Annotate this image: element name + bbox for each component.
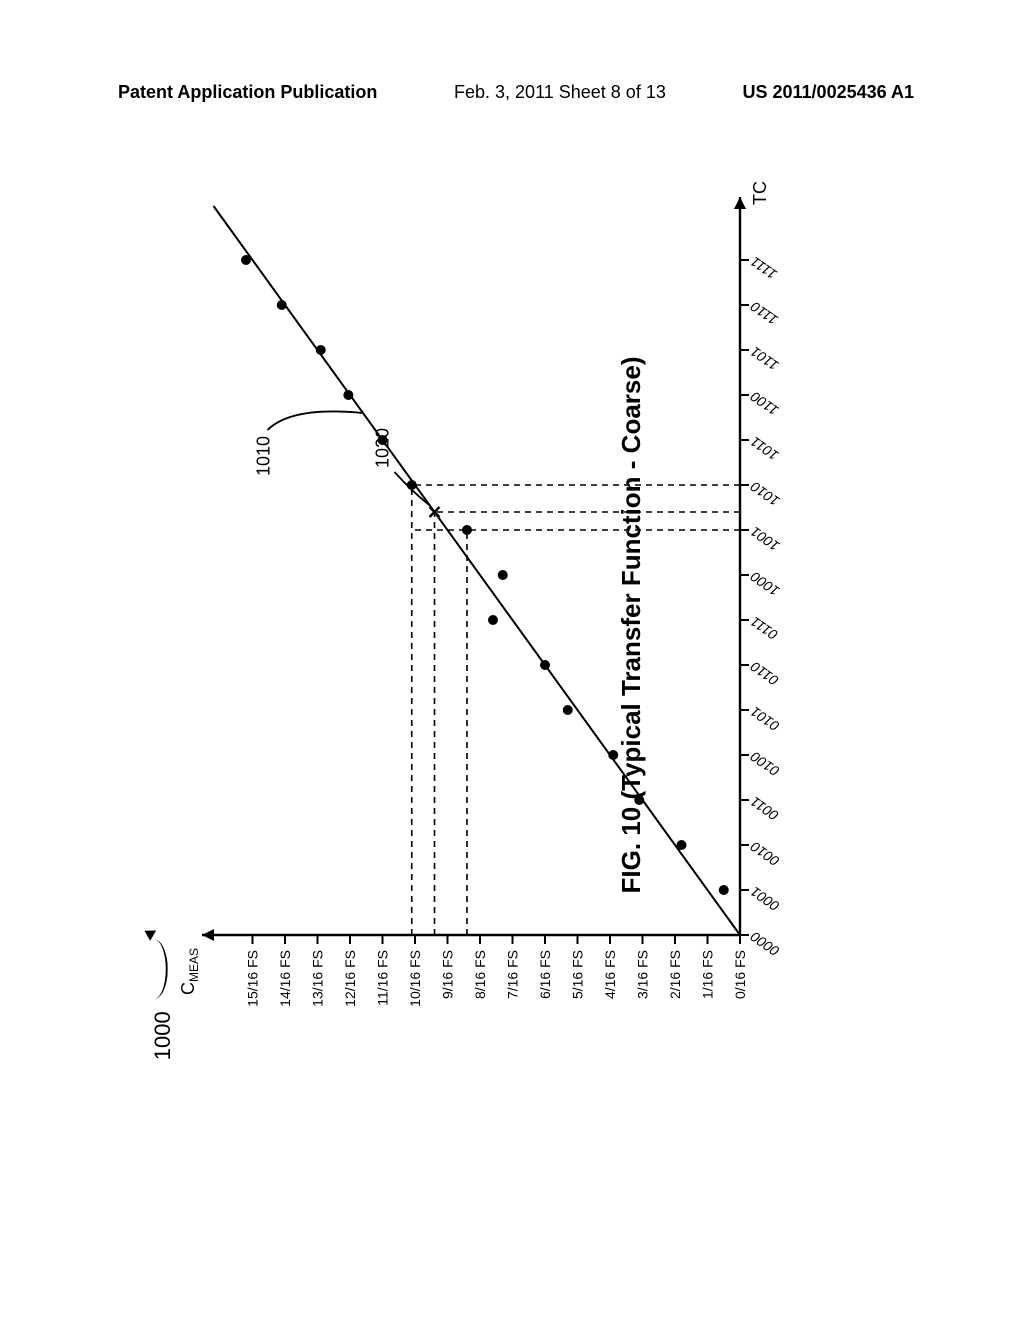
caption-desc: (Typical Transfer Function - Coarse) <box>616 357 646 800</box>
y-tick-label: 14/16 FS <box>277 950 293 1007</box>
x-tick-label: 0111 <box>748 614 781 644</box>
data-point <box>563 705 573 715</box>
y-tick-label: 12/16 FS <box>342 950 358 1007</box>
y-tick-label: 11/16 FS <box>375 950 391 1006</box>
x-tick-label: 1101 <box>748 344 782 374</box>
x-tick-label: 1011 <box>748 434 782 464</box>
data-point <box>407 480 417 490</box>
data-point <box>540 660 550 670</box>
page-header: Patent Application Publication Feb. 3, 2… <box>0 82 1024 103</box>
y-axis-label: CMEAS <box>178 948 201 995</box>
data-point <box>719 885 729 895</box>
caption-fignum: FIG. 10 <box>616 807 646 894</box>
data-point <box>498 570 508 580</box>
ideal-line <box>214 206 741 935</box>
x-tick-label: 1010 <box>747 478 782 509</box>
data-point <box>316 345 326 355</box>
x-tick-label: 1001 <box>748 524 783 555</box>
chart-svg: 0/16 FS 1/16 FS 2/16 FS 3/16 FS 4/16 FS 5/16 … <box>120 140 840 1110</box>
y-tick-label: 10/16 FS <box>407 950 423 1007</box>
x-tick-label: 0010 <box>747 838 782 869</box>
data-point <box>488 615 498 625</box>
y-tick-label: 7/16 FS <box>505 950 521 999</box>
ref-1000-label: 1000 <box>150 1011 175 1060</box>
data-point <box>343 390 353 400</box>
x-tick-label: 0110 <box>747 658 781 688</box>
y-tick-label: 3/16 FS <box>635 950 651 999</box>
ref-1010: 1010 <box>254 436 274 476</box>
ref-1020: 1020 <box>373 428 393 468</box>
data-point <box>462 525 472 535</box>
header-left: Patent Application Publication <box>118 82 377 103</box>
x-tick-label: 1110 <box>747 298 780 328</box>
x-axis-label: TC <box>750 181 770 205</box>
x-tick-label: 1000 <box>747 568 782 599</box>
y-tick-label: 8/16 FS <box>472 950 488 999</box>
y-tick-label: 15/16 FS <box>245 950 261 1007</box>
x-tick-label: 0001 <box>748 884 783 915</box>
data-point <box>241 255 251 265</box>
y-tick-label: 0/16 FS <box>732 950 748 999</box>
y-tick-label: 6/16 FS <box>537 950 553 999</box>
x-tick-label: 0000 <box>747 928 782 959</box>
y-tick-label: 13/16 FS <box>310 950 326 1007</box>
header-mid: Feb. 3, 2011 Sheet 8 of 13 <box>454 82 666 103</box>
figure-10: 0/16 FS 1/16 FS 2/16 FS 3/16 FS 4/16 FS 5/16 … <box>120 140 840 1110</box>
y-tick-label: 1/16 FS <box>700 950 716 999</box>
figure-caption: FIG. 10 (Typical Transfer Function - Coa… <box>616 357 647 894</box>
ref-1000-arc <box>140 939 168 999</box>
y-tick-label: 2/16 FS <box>667 950 683 999</box>
ref-1000: 1000 <box>150 921 178 1060</box>
x-tick-label: 1111 <box>748 254 780 283</box>
header-right: US 2011/0025436 A1 <box>743 82 914 103</box>
x-tick-label: 0100 <box>747 748 782 779</box>
x-tick-label: 0101 <box>748 704 783 735</box>
data-point <box>677 840 687 850</box>
x-tick-label: 0011 <box>748 794 782 824</box>
data-point <box>277 300 287 310</box>
y-tick-label: 9/16 FS <box>440 950 456 999</box>
y-tick-label: 5/16 FS <box>570 950 586 999</box>
x-tick-label: 1100 <box>747 388 781 418</box>
y-tick-label: 4/16 FS <box>602 950 618 999</box>
